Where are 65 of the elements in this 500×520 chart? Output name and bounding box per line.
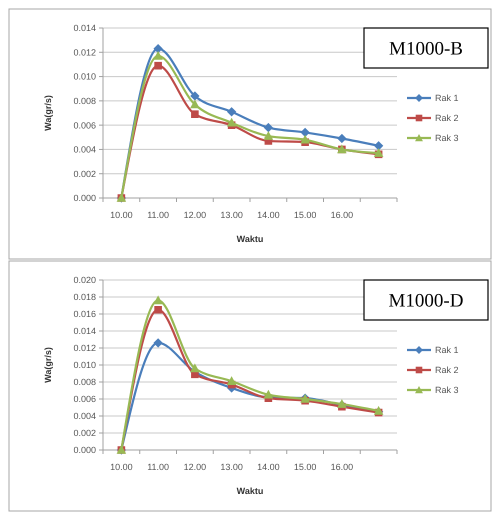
- point: [154, 306, 162, 314]
- text: M1000-B: [389, 38, 463, 60]
- point: [264, 390, 273, 399]
- point: [154, 51, 163, 60]
- x-tick-label: 11.00: [147, 210, 170, 220]
- point: [154, 296, 163, 304]
- legend-label: Rak 1: [435, 93, 459, 104]
- point: [374, 141, 384, 150]
- legend-label: Rak 2: [435, 113, 459, 124]
- y-tick-label: 0.012: [73, 47, 96, 58]
- y-tick-label: 0.008: [73, 377, 96, 388]
- point: [264, 132, 273, 140]
- point: [190, 92, 200, 100]
- x-axis-title: Waktu: [236, 486, 264, 496]
- y-tick-label: 0.006: [73, 394, 96, 404]
- y-axis-title: Wa(gr/s): [43, 95, 53, 131]
- y-tick-label: 0.018: [73, 292, 96, 302]
- y-tick-label: 0.000: [73, 445, 96, 456]
- point: [300, 128, 310, 137]
- x-tick-label: 10.00: [110, 462, 133, 472]
- legend-label: Rak 1: [435, 345, 459, 356]
- point: [190, 364, 200, 372]
- x-tick-label: 15.00: [294, 462, 316, 472]
- y-tick-label: 0.010: [73, 360, 96, 370]
- legend-label: Rak 3: [435, 385, 459, 396]
- y-tick-label: 0.000: [73, 193, 96, 204]
- y-axis-title: Wa(gr/s): [43, 347, 53, 383]
- point: [190, 100, 200, 108]
- x-axis-title: Waktu: [236, 234, 264, 244]
- x-tick-label: 16.00: [330, 210, 354, 220]
- legend-label: Rak 3: [435, 133, 459, 144]
- y-tick-label: 0.014: [73, 326, 96, 336]
- y-tick-label: 0.008: [73, 96, 96, 106]
- y-tick-label: 0.020: [73, 275, 96, 286]
- point: [227, 376, 236, 385]
- y-tick-label: 0.002: [73, 428, 96, 438]
- x-tick-label: 16.00: [330, 462, 354, 472]
- x-tick-label: 14.00: [257, 210, 280, 220]
- point: [154, 338, 163, 348]
- y-tick-label: 0.002: [73, 168, 96, 179]
- point: [337, 134, 346, 143]
- x-tick-label: 10.00: [110, 210, 133, 220]
- point: [154, 44, 163, 54]
- point: [154, 62, 162, 70]
- x-tick-label: 12.00: [184, 210, 206, 220]
- text: M1000-D: [388, 290, 464, 312]
- y-tick-label: 0.004: [73, 144, 96, 155]
- y-tick-label: 0.010: [73, 72, 96, 82]
- point: [227, 107, 236, 116]
- x-tick-label: 14.00: [257, 462, 280, 472]
- y-tick-label: 0.012: [73, 343, 96, 354]
- x-tick-label: 11.00: [147, 462, 170, 472]
- y-tick-label: 0.014: [73, 23, 96, 34]
- legend-label: Rak 2: [435, 365, 459, 376]
- x-tick-label: 12.00: [184, 462, 206, 472]
- point: [264, 123, 273, 132]
- point: [300, 135, 310, 144]
- point: [191, 110, 199, 118]
- x-tick-label: 15.00: [294, 210, 316, 220]
- y-tick-label: 0.016: [73, 309, 96, 320]
- x-tick-label: 13.00: [220, 210, 243, 220]
- y-tick-label: 0.006: [73, 120, 96, 130]
- y-tick-label: 0.004: [73, 411, 96, 422]
- point: [227, 118, 236, 127]
- x-tick-label: 13.00: [220, 462, 243, 472]
